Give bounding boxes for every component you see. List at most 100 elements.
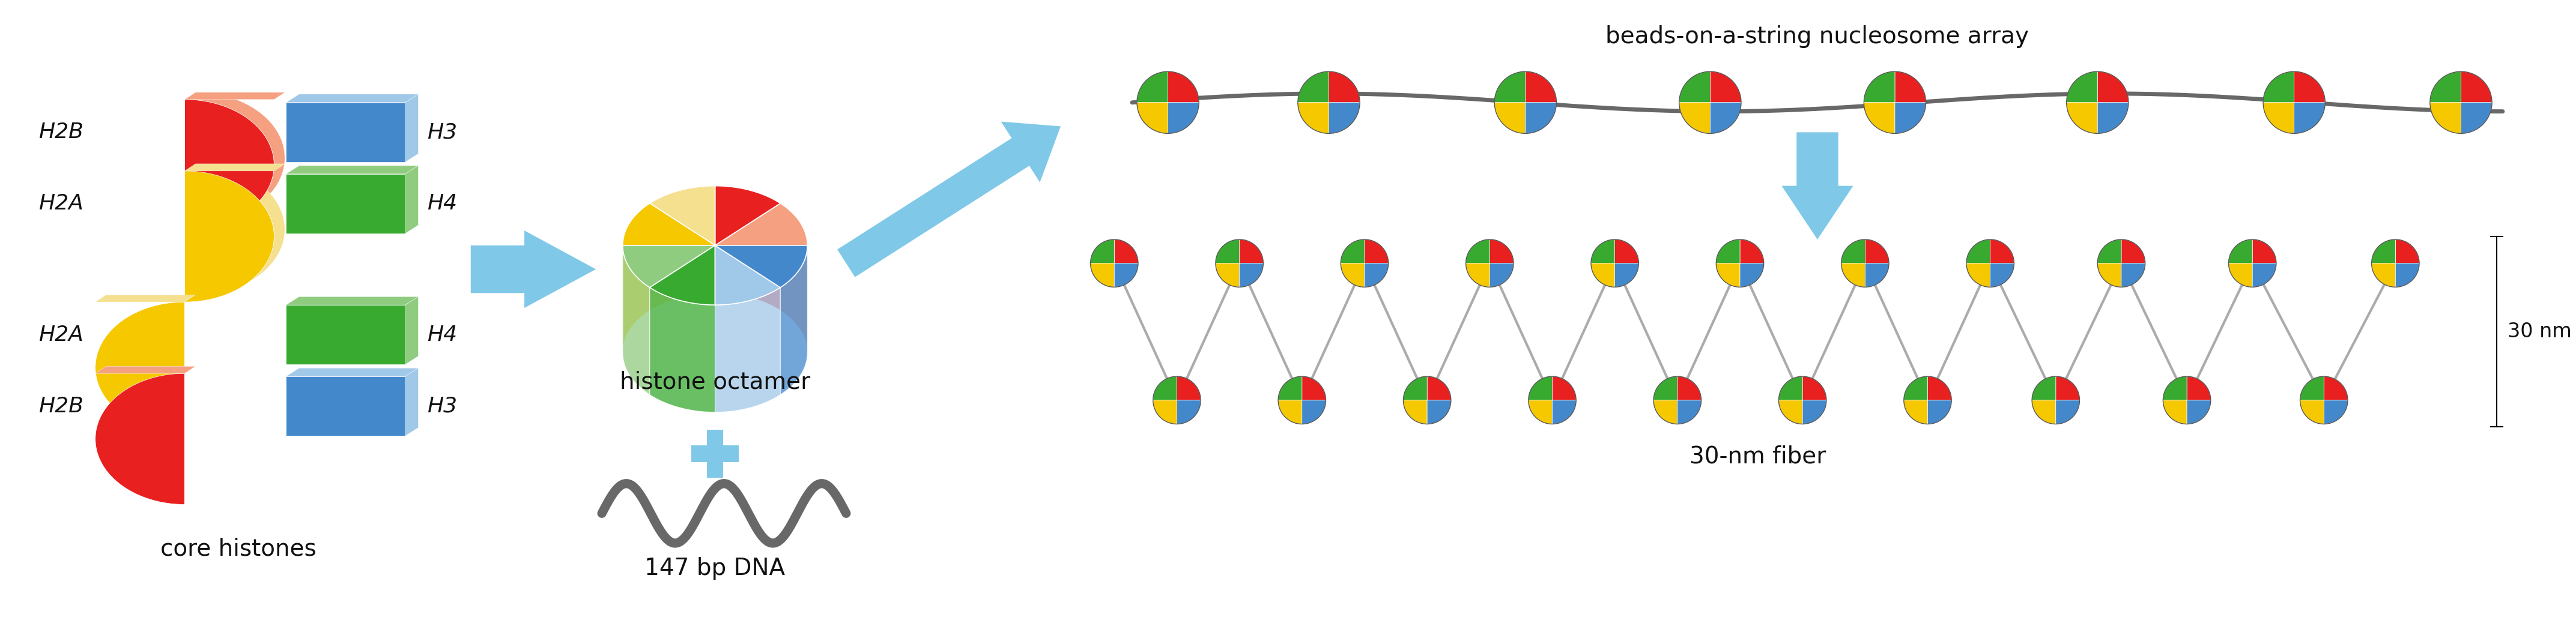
- Polygon shape: [1677, 400, 1700, 424]
- Polygon shape: [1716, 239, 1739, 264]
- Polygon shape: [1278, 376, 1301, 400]
- Polygon shape: [2187, 376, 2210, 400]
- Polygon shape: [1553, 400, 1577, 424]
- Polygon shape: [1365, 264, 1388, 287]
- Polygon shape: [2097, 239, 2120, 264]
- Polygon shape: [2372, 264, 2396, 287]
- Polygon shape: [2429, 103, 2460, 133]
- Polygon shape: [1777, 400, 1803, 424]
- Polygon shape: [1329, 72, 1360, 103]
- Polygon shape: [1494, 72, 1525, 103]
- Polygon shape: [716, 203, 806, 245]
- Polygon shape: [1965, 264, 1991, 287]
- Polygon shape: [2032, 376, 2056, 400]
- Polygon shape: [2264, 72, 2295, 103]
- Polygon shape: [649, 245, 716, 305]
- Polygon shape: [1842, 264, 1865, 287]
- Polygon shape: [1677, 376, 1700, 400]
- Polygon shape: [2228, 239, 2251, 264]
- Polygon shape: [716, 245, 781, 305]
- Polygon shape: [1803, 400, 1826, 424]
- Text: H2B: H2B: [39, 396, 82, 416]
- Polygon shape: [1404, 400, 1427, 424]
- Polygon shape: [2097, 103, 2128, 133]
- Polygon shape: [2460, 72, 2491, 103]
- Polygon shape: [1553, 376, 1577, 400]
- Polygon shape: [185, 164, 286, 302]
- Text: 30-nm fiber: 30-nm fiber: [1690, 445, 1826, 468]
- Polygon shape: [1654, 400, 1677, 424]
- Polygon shape: [716, 186, 781, 310]
- Polygon shape: [1710, 72, 1741, 103]
- Polygon shape: [1404, 376, 1427, 400]
- Polygon shape: [2056, 400, 2079, 424]
- Polygon shape: [1239, 264, 1262, 287]
- Polygon shape: [185, 100, 273, 231]
- Polygon shape: [1615, 264, 1638, 287]
- Polygon shape: [1154, 376, 1177, 400]
- Polygon shape: [1592, 264, 1615, 287]
- Polygon shape: [1301, 400, 1327, 424]
- Polygon shape: [1927, 376, 1953, 400]
- Polygon shape: [404, 166, 417, 234]
- Polygon shape: [2066, 103, 2097, 133]
- Polygon shape: [2251, 264, 2277, 287]
- Polygon shape: [1525, 103, 1556, 133]
- Polygon shape: [1489, 264, 1515, 287]
- Polygon shape: [1365, 239, 1388, 264]
- Polygon shape: [1298, 72, 1329, 103]
- Polygon shape: [1904, 400, 1927, 424]
- Polygon shape: [1466, 239, 1489, 264]
- Polygon shape: [185, 92, 286, 231]
- Polygon shape: [2429, 72, 2460, 103]
- Polygon shape: [1136, 103, 1167, 133]
- Polygon shape: [623, 245, 716, 287]
- Polygon shape: [1528, 376, 1553, 400]
- Polygon shape: [623, 245, 649, 395]
- Polygon shape: [2324, 400, 2347, 424]
- Text: H3: H3: [428, 122, 459, 143]
- Polygon shape: [623, 203, 716, 245]
- Polygon shape: [2460, 103, 2491, 133]
- Polygon shape: [185, 171, 273, 302]
- Polygon shape: [404, 94, 417, 162]
- Polygon shape: [1777, 376, 1803, 400]
- Polygon shape: [837, 121, 1061, 277]
- Polygon shape: [1739, 264, 1765, 287]
- Polygon shape: [649, 287, 716, 412]
- Polygon shape: [716, 186, 781, 245]
- Polygon shape: [649, 186, 716, 310]
- Polygon shape: [1865, 239, 1888, 264]
- Polygon shape: [1329, 103, 1360, 133]
- Polygon shape: [2164, 400, 2187, 424]
- Text: histone octamer: histone octamer: [621, 371, 811, 393]
- Polygon shape: [2324, 376, 2347, 400]
- Polygon shape: [781, 203, 806, 353]
- Polygon shape: [2300, 400, 2324, 424]
- Polygon shape: [1592, 239, 1615, 264]
- Polygon shape: [286, 94, 417, 103]
- Polygon shape: [716, 245, 806, 287]
- Polygon shape: [95, 373, 185, 505]
- Polygon shape: [471, 231, 595, 308]
- Polygon shape: [1167, 72, 1198, 103]
- Polygon shape: [1680, 103, 1710, 133]
- Polygon shape: [185, 92, 286, 100]
- Polygon shape: [286, 166, 417, 174]
- Polygon shape: [2066, 72, 2097, 103]
- Polygon shape: [1216, 239, 1239, 264]
- Polygon shape: [2097, 72, 2128, 103]
- Polygon shape: [2097, 264, 2120, 287]
- Polygon shape: [1783, 132, 1852, 239]
- Bar: [286, 376, 404, 436]
- Polygon shape: [1239, 239, 1262, 264]
- Polygon shape: [1340, 239, 1365, 264]
- Polygon shape: [1896, 103, 1927, 133]
- Polygon shape: [2295, 72, 2326, 103]
- Polygon shape: [2120, 239, 2146, 264]
- Polygon shape: [1865, 103, 1896, 133]
- Polygon shape: [1427, 400, 1450, 424]
- Bar: [690, 445, 739, 462]
- Polygon shape: [1991, 239, 2014, 264]
- Polygon shape: [1489, 239, 1515, 264]
